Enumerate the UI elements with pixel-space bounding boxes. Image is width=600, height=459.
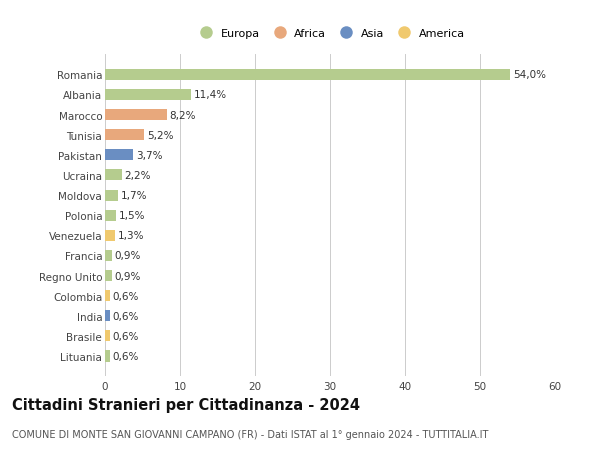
Bar (105, 230, 115, 241)
Bar (105, 90, 191, 101)
Bar (105, 270, 112, 281)
Bar (105, 150, 133, 161)
Bar (105, 210, 116, 221)
Text: 11,4%: 11,4% (193, 90, 227, 100)
Bar (105, 70, 510, 81)
Bar (105, 291, 110, 302)
Text: 8,2%: 8,2% (170, 110, 196, 120)
Text: 2,2%: 2,2% (125, 171, 151, 180)
Legend: Europa, Africa, Asia, America: Europa, Africa, Asia, America (191, 24, 469, 43)
Text: 0,6%: 0,6% (113, 331, 139, 341)
Text: 0,9%: 0,9% (115, 271, 141, 281)
Text: COMUNE DI MONTE SAN GIOVANNI CAMPANO (FR) - Dati ISTAT al 1° gennaio 2024 - TUTT: COMUNE DI MONTE SAN GIOVANNI CAMPANO (FR… (12, 429, 488, 439)
Text: 1,3%: 1,3% (118, 231, 144, 241)
Bar (105, 351, 110, 362)
Bar (105, 110, 167, 121)
Text: 0,9%: 0,9% (115, 251, 141, 261)
Text: Cittadini Stranieri per Cittadinanza - 2024: Cittadini Stranieri per Cittadinanza - 2… (12, 397, 360, 412)
Bar (105, 190, 118, 201)
Bar (105, 250, 112, 262)
Bar (105, 170, 121, 181)
Text: 3,7%: 3,7% (136, 151, 162, 161)
Bar (105, 130, 144, 141)
Text: 54,0%: 54,0% (513, 70, 546, 80)
Text: 0,6%: 0,6% (113, 291, 139, 301)
Text: 1,5%: 1,5% (119, 211, 146, 221)
Text: 5,2%: 5,2% (147, 130, 173, 140)
Text: 0,6%: 0,6% (113, 311, 139, 321)
Text: 0,6%: 0,6% (113, 351, 139, 361)
Bar (105, 311, 110, 322)
Text: 1,7%: 1,7% (121, 190, 147, 201)
Bar (105, 330, 110, 341)
